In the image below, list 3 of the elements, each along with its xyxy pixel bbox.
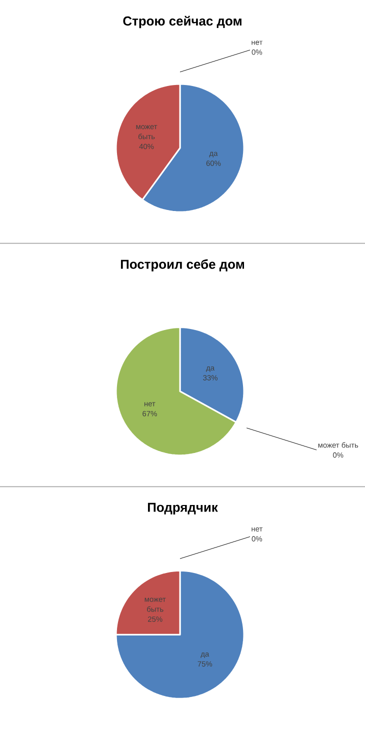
chart-title: Подрядчик	[148, 502, 218, 514]
chart-title: Строю сейчас дом	[123, 16, 242, 28]
chart-title: Построил себе дом	[120, 259, 244, 272]
